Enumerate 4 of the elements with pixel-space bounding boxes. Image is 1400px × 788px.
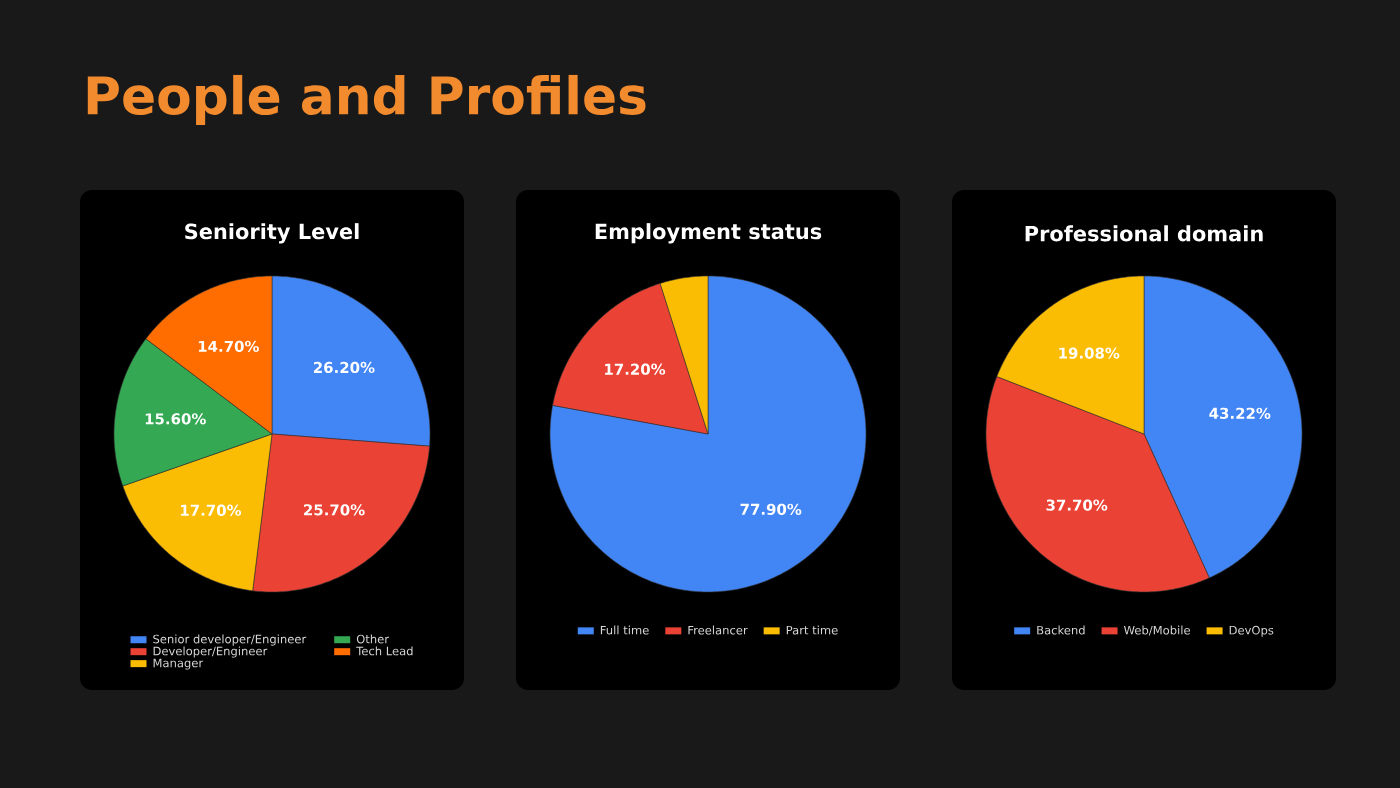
- chart-title: Professional domain: [1025, 225, 1263, 242]
- text: People and Profiles: [87, 74, 646, 126]
- chart-title: Seniority Level: [185, 223, 359, 244]
- chart-title: Employment status: [595, 223, 822, 244]
